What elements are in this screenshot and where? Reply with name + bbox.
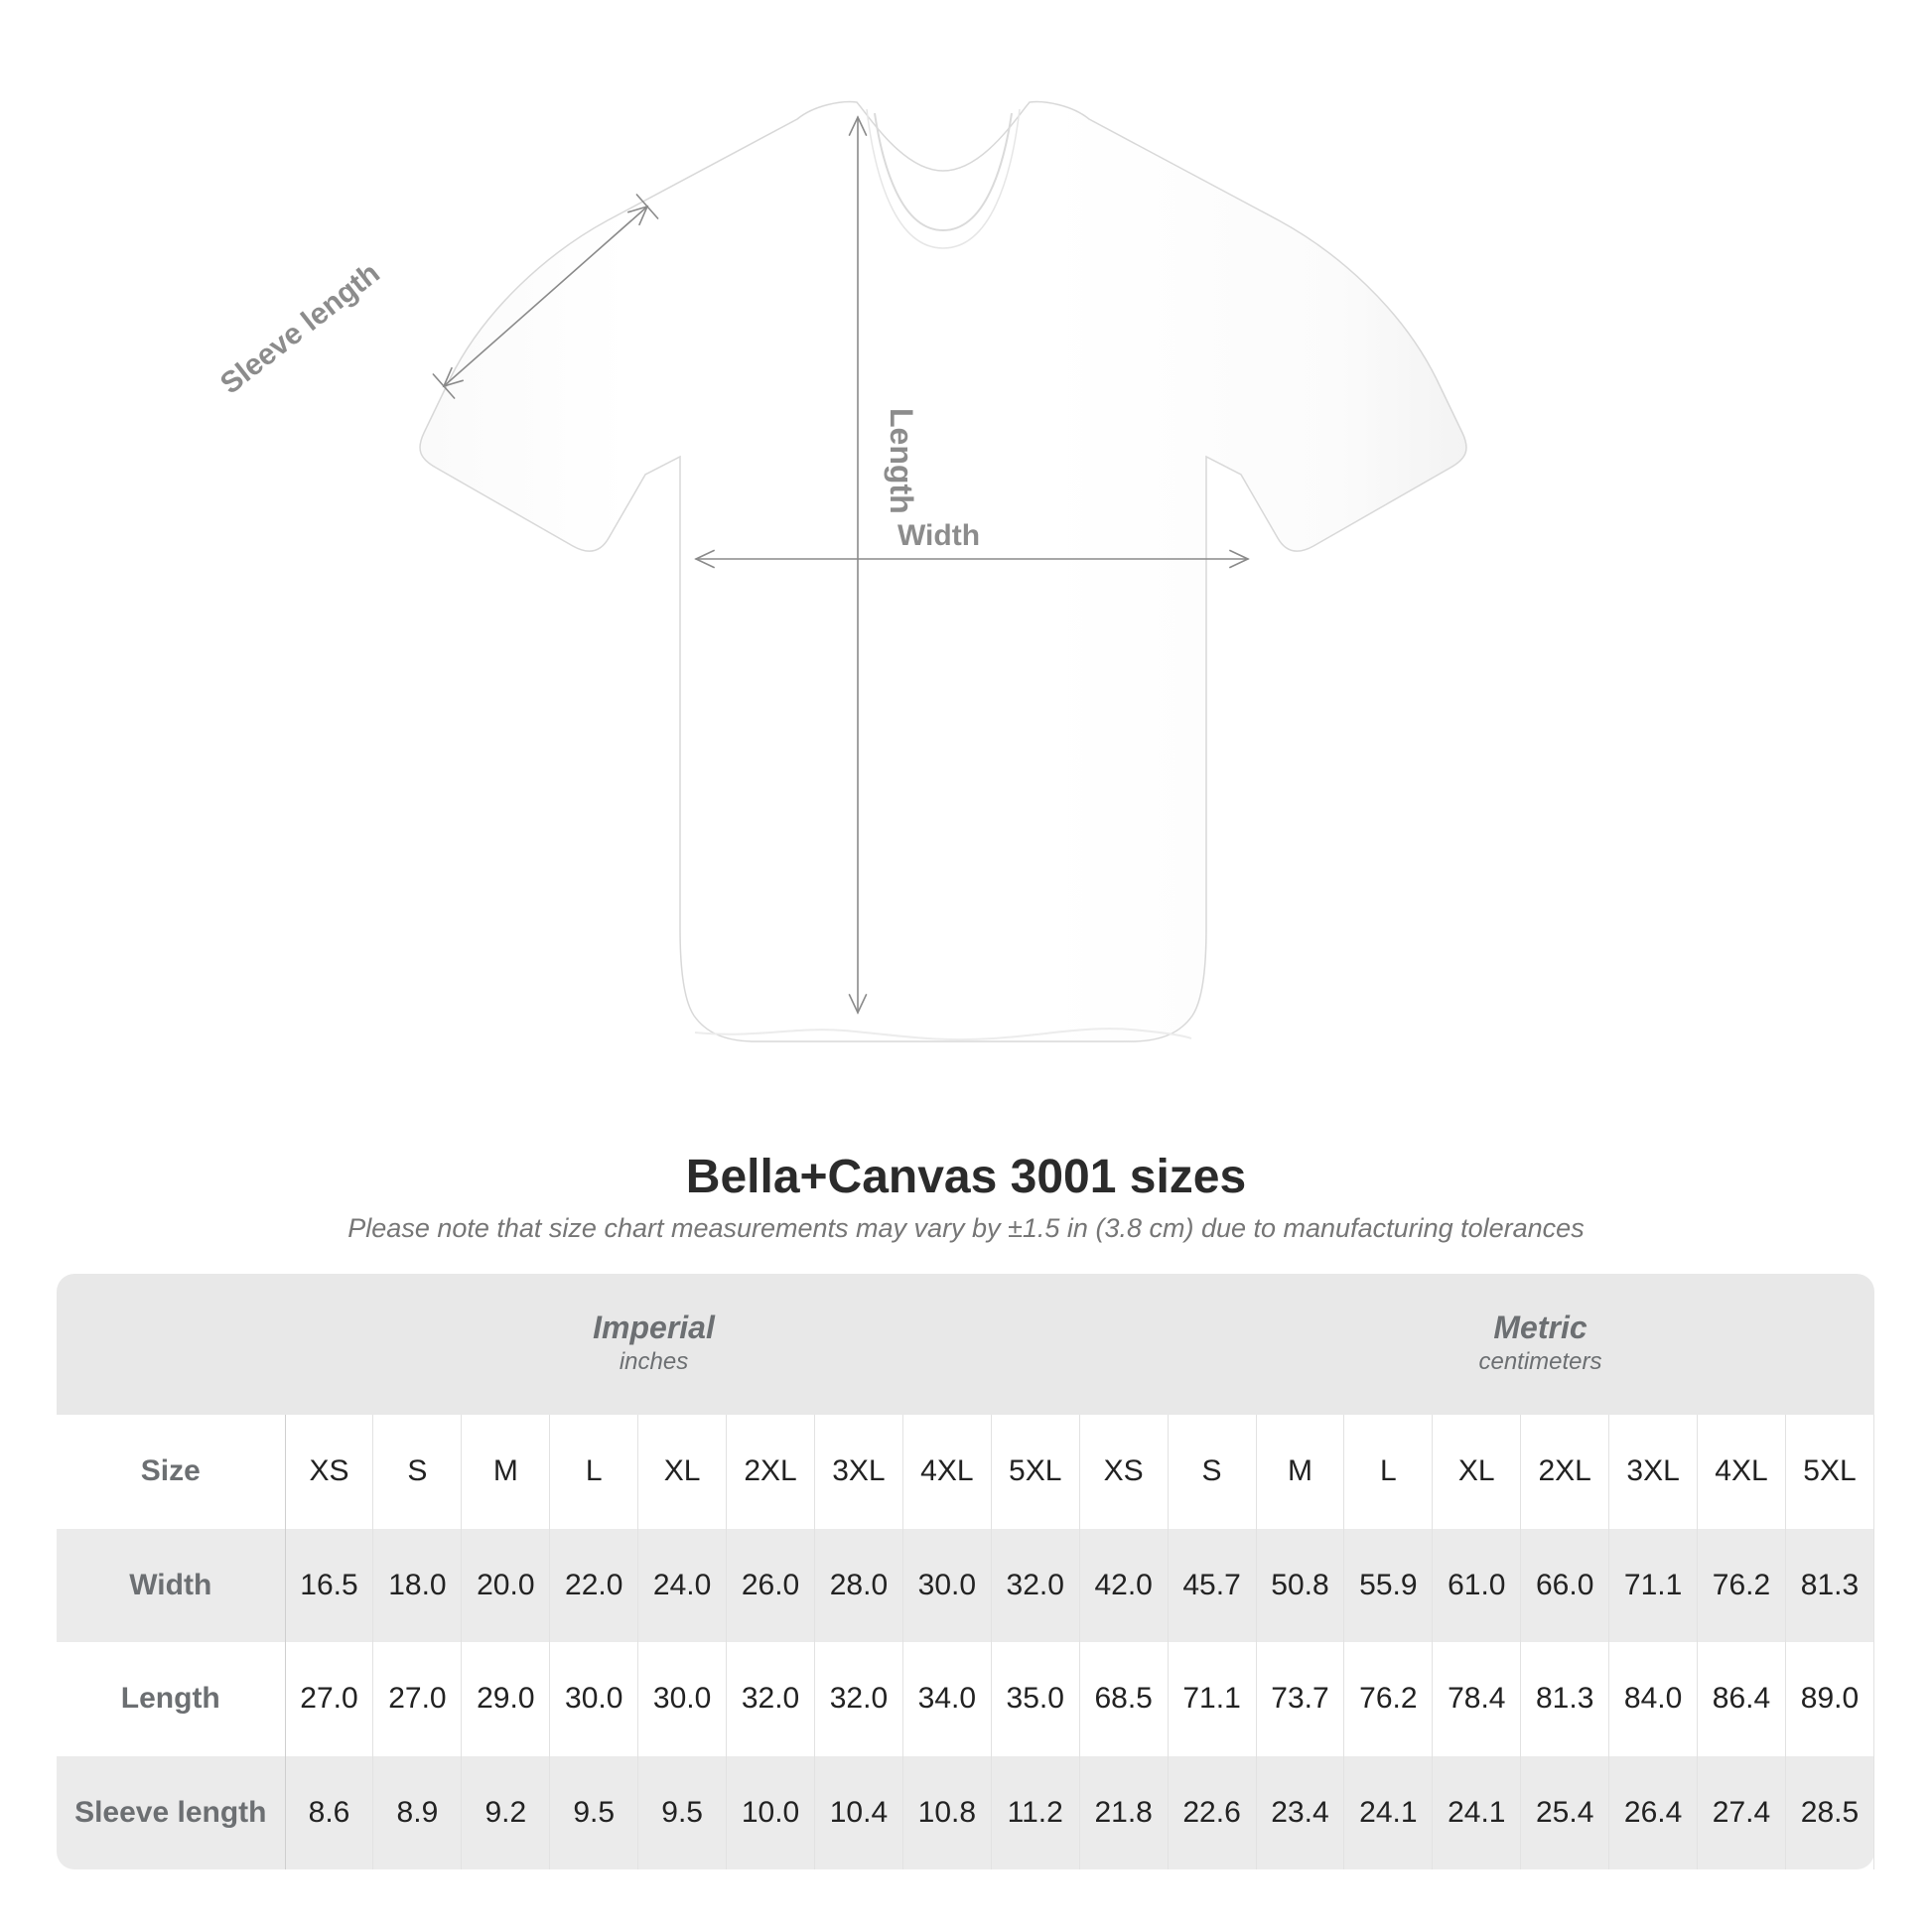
svg-text:Length: Length [884, 408, 919, 514]
svg-text:Please note that size chart me: Please note that size chart measurements… [347, 1213, 1584, 1243]
svg-text:Bella+Canvas 3001 sizes: Bella+Canvas 3001 sizes [686, 1151, 1246, 1203]
svg-text:Width: Width [897, 519, 980, 552]
svg-text:Sleeve length: Sleeve length [214, 256, 386, 400]
